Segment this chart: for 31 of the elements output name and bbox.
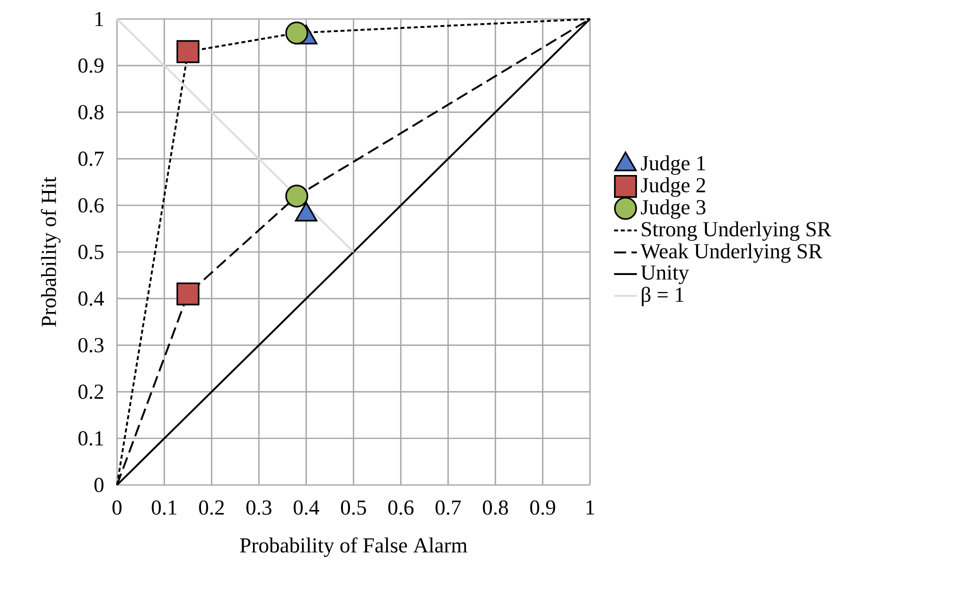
y-tick-label: 0.5	[78, 244, 104, 260]
y-tick-label: 0.7	[78, 152, 104, 166]
legend-label: Strong Underlying SR	[642, 221, 832, 241]
x-tick-label: 0.8	[482, 500, 508, 515]
x-tick-label: 0.4	[294, 500, 320, 515]
y-tick-label: 0.6	[78, 198, 104, 213]
legend-label: Unity	[640, 265, 689, 284]
legend-label: Judge 2	[640, 177, 706, 197]
x-tick-label: 0.1	[152, 500, 176, 515]
y-tick-label: 1	[96, 12, 104, 26]
x-tick-label: 0.3	[246, 500, 272, 515]
y-tick-label: 0.2	[78, 384, 104, 400]
x-tick-label: 0.2	[199, 500, 224, 515]
x-tick-label: 0.9	[530, 500, 556, 515]
y-axis-title: Probability of Hit	[40, 176, 60, 327]
x-tick-label: 0.6	[388, 500, 414, 515]
y-tick-label: 0.8	[78, 104, 104, 120]
legend-label: Judge 1	[640, 155, 705, 175]
y-tick-label: 0.3	[78, 338, 104, 352]
legend-label: β = 1	[642, 286, 684, 306]
x-tick-label: 0.5	[340, 500, 366, 515]
y-tick-label: 0.4	[78, 291, 104, 306]
x-tick-label: 0	[112, 500, 122, 515]
y-tick-label: 0	[94, 478, 104, 492]
y-tick-label: 0.1	[78, 431, 104, 446]
x-axis-title: Probability of False Alarm	[240, 537, 468, 557]
legend-label: Judge 3	[640, 199, 706, 219]
legend-label: Weak Underlying SR	[640, 243, 822, 263]
y-tick-label: 0.9	[78, 58, 104, 73]
x-tick-label: 1	[586, 500, 594, 514]
x-tick-label: 0.7	[436, 500, 461, 515]
